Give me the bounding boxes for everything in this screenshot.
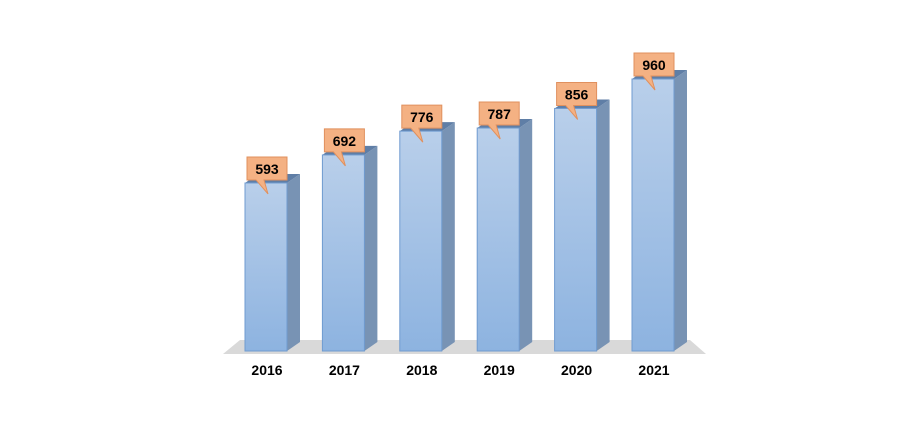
bar-side-2018 bbox=[441, 122, 455, 351]
data-label-text: 593 bbox=[255, 161, 279, 177]
callout-box bbox=[401, 104, 443, 143]
callout-box bbox=[633, 52, 675, 91]
x-tick-label: 2018 bbox=[406, 362, 437, 378]
callout-box bbox=[246, 156, 288, 195]
data-label-2019: 787 bbox=[478, 101, 520, 140]
bar-2016 bbox=[244, 173, 300, 352]
data-label-2020: 856 bbox=[556, 81, 598, 120]
x-tick-label: 2020 bbox=[561, 362, 592, 378]
data-label-2018: 776 bbox=[401, 104, 443, 143]
bar-2018 bbox=[399, 122, 455, 352]
bar-2021 bbox=[631, 70, 687, 352]
callout-box bbox=[556, 81, 598, 120]
bar-side-2021 bbox=[674, 70, 687, 351]
bar-2017 bbox=[321, 145, 378, 352]
bar-front-2018 bbox=[399, 130, 443, 352]
data-label-text: 692 bbox=[333, 133, 357, 149]
data-label-text: 960 bbox=[642, 57, 666, 73]
bar-side-2016 bbox=[287, 173, 300, 351]
bar-front-2021 bbox=[631, 78, 675, 352]
callout-box bbox=[323, 128, 365, 167]
x-axis-labels: 2016 2017 2018 2019 2020 2021 bbox=[251, 362, 669, 378]
bar-2019 bbox=[476, 119, 533, 352]
data-label-2016: 593 bbox=[246, 156, 288, 195]
data-label-2021: 960 bbox=[633, 52, 675, 91]
bar-side-2019 bbox=[519, 119, 533, 352]
x-tick-label: 2017 bbox=[329, 362, 360, 378]
callout-box bbox=[478, 101, 520, 140]
bar-front-2019 bbox=[476, 127, 520, 352]
bars-group bbox=[244, 70, 687, 352]
bar-front-2020 bbox=[554, 107, 598, 352]
bar-front-2016 bbox=[244, 182, 288, 352]
x-tick-label: 2019 bbox=[484, 362, 515, 378]
bar-2020 bbox=[554, 99, 610, 352]
bar-side-2017 bbox=[364, 145, 378, 351]
bar-front-2017 bbox=[321, 154, 365, 352]
data-label-text: 787 bbox=[488, 106, 512, 122]
bar-side-2020 bbox=[596, 99, 610, 351]
data-label-text: 856 bbox=[565, 86, 589, 102]
data-labels: 593 692 776 787 856 960 bbox=[246, 52, 675, 195]
x-tick-label: 2016 bbox=[251, 362, 282, 378]
data-label-2017: 692 bbox=[323, 128, 365, 167]
data-label-text: 776 bbox=[410, 109, 434, 125]
x-tick-label: 2021 bbox=[638, 362, 669, 378]
